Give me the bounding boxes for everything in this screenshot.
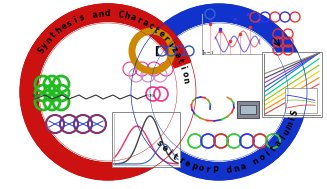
Text: a: a — [141, 18, 150, 28]
Text: a: a — [172, 51, 182, 60]
Text: r: r — [136, 15, 143, 25]
Circle shape — [131, 4, 307, 180]
Text: m: m — [284, 120, 296, 131]
Text: t: t — [171, 152, 179, 162]
Text: OMe: OMe — [148, 94, 156, 98]
Text: t: t — [49, 31, 58, 40]
Text: i: i — [264, 149, 272, 158]
Text: a: a — [129, 13, 137, 23]
FancyBboxPatch shape — [237, 101, 259, 118]
Text: u: u — [281, 127, 292, 137]
Text: a: a — [91, 10, 98, 20]
Text: C: C — [117, 10, 124, 19]
Text: i: i — [73, 16, 78, 25]
Text: z: z — [169, 45, 179, 54]
Text: n: n — [181, 77, 190, 83]
Circle shape — [39, 23, 177, 161]
Text: $]_{n-1}$: $]_{n-1}$ — [201, 48, 215, 57]
Text: n: n — [251, 156, 261, 167]
Text: n: n — [232, 164, 240, 174]
Text: S: S — [36, 46, 47, 55]
Circle shape — [150, 23, 288, 161]
Text: h: h — [54, 26, 64, 36]
FancyBboxPatch shape — [285, 88, 317, 113]
FancyBboxPatch shape — [262, 52, 322, 117]
Text: t: t — [269, 144, 278, 153]
Text: r: r — [162, 35, 171, 43]
FancyBboxPatch shape — [112, 112, 180, 167]
Text: s: s — [78, 13, 85, 23]
Text: n: n — [44, 35, 55, 45]
Text: o: o — [179, 70, 189, 77]
Text: c: c — [146, 21, 155, 31]
Text: P: P — [212, 166, 218, 175]
Text: y: y — [40, 40, 50, 50]
Text: e: e — [183, 159, 192, 169]
Text: o: o — [197, 163, 204, 173]
Circle shape — [20, 4, 196, 180]
Text: i: i — [165, 148, 173, 157]
Text: r: r — [177, 156, 185, 166]
Text: d: d — [226, 165, 232, 175]
Text: s: s — [154, 138, 164, 147]
FancyBboxPatch shape — [240, 105, 256, 114]
Circle shape — [20, 4, 196, 180]
Text: e: e — [60, 22, 69, 32]
Text: d: d — [105, 9, 110, 18]
Text: l: l — [278, 134, 287, 142]
Text: e: e — [159, 143, 169, 153]
Text: n: n — [98, 9, 104, 19]
Text: r: r — [205, 165, 210, 174]
Circle shape — [131, 4, 307, 180]
Wedge shape — [21, 4, 191, 80]
Text: t: t — [152, 26, 161, 35]
Text: s: s — [65, 19, 74, 29]
Text: o: o — [257, 152, 267, 163]
Text: [: [ — [154, 46, 159, 56]
Text: S: S — [290, 108, 300, 116]
Text: p: p — [190, 161, 198, 172]
Text: i: i — [288, 116, 297, 122]
Circle shape — [39, 23, 177, 161]
Text: MeO: MeO — [32, 94, 40, 98]
Circle shape — [150, 23, 288, 161]
Text: h: h — [123, 11, 131, 21]
Text: t: t — [175, 58, 185, 64]
Text: i: i — [166, 40, 175, 48]
Text: e: e — [156, 29, 166, 40]
Text: i: i — [178, 65, 187, 70]
Circle shape — [39, 23, 177, 161]
Text: a: a — [239, 162, 247, 172]
Text: a: a — [273, 139, 284, 148]
